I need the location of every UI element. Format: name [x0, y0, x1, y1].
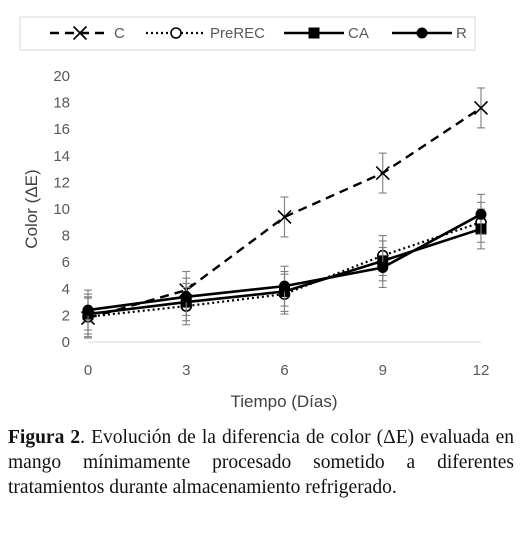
x-tick-label: 12 [473, 362, 490, 379]
data-point [170, 27, 182, 39]
y-tick-label: 4 [62, 281, 70, 298]
data-point [82, 304, 94, 316]
legend-label: PreREC [210, 25, 265, 42]
y-tick-label: 20 [53, 68, 70, 85]
figure-caption: Figura 2. Evolución de la diferencia de … [8, 425, 514, 500]
data-point [473, 100, 489, 115]
x-tick-label: 0 [84, 362, 92, 379]
series-layer [80, 87, 489, 339]
data-point [308, 27, 320, 39]
x-tick-label: 3 [182, 362, 190, 379]
series-r [82, 193, 487, 331]
y-tick-label: 12 [53, 174, 70, 191]
legend-label: C [114, 25, 125, 42]
y-axis-title: Color (ΔE) [22, 169, 41, 248]
legend-item-prerec: PreREC [146, 25, 265, 42]
legend-item-ca: CA [284, 25, 369, 42]
y-tick-label: 14 [53, 148, 70, 165]
series-line [87, 106, 482, 320]
x-tick-label: 9 [379, 362, 387, 379]
legend: C PreREC CA R [19, 16, 476, 51]
data-point [375, 166, 390, 181]
data-point [277, 209, 292, 225]
y-tick-label: 0 [62, 334, 70, 351]
chart: C PreREC CA R 0 2 4 6 8 10 12 14 16 18 20 0 3 6 9 12 Tiemp… [19, 16, 489, 411]
legend-item-c: C [50, 25, 125, 42]
caption-text: . Evolución de la diferencia de color (Δ… [8, 427, 514, 498]
legend-label: CA [348, 25, 369, 42]
y-tick-label: 8 [62, 228, 70, 245]
data-point [72, 25, 88, 41]
legend-item-r: R [392, 25, 467, 42]
data-point [279, 280, 290, 292]
y-tick-label: 18 [53, 95, 70, 112]
x-axis-title: Tiempo (Días) [230, 392, 337, 411]
x-tick-label: 6 [280, 362, 288, 379]
y-tick-label: 16 [53, 121, 70, 138]
y-tick-label: 6 [62, 254, 70, 271]
data-point [475, 208, 487, 220]
y-tick-label: 10 [53, 201, 70, 218]
axes: 0 2 4 6 8 10 12 14 16 18 20 0 3 6 9 12 [53, 68, 489, 379]
data-point [180, 291, 192, 303]
series-line [87, 221, 482, 318]
y-tick-label: 2 [62, 307, 70, 324]
caption-label: Figura 2 [8, 427, 81, 448]
data-point [377, 262, 389, 274]
legend-label: R [456, 25, 467, 42]
data-point [416, 27, 428, 39]
